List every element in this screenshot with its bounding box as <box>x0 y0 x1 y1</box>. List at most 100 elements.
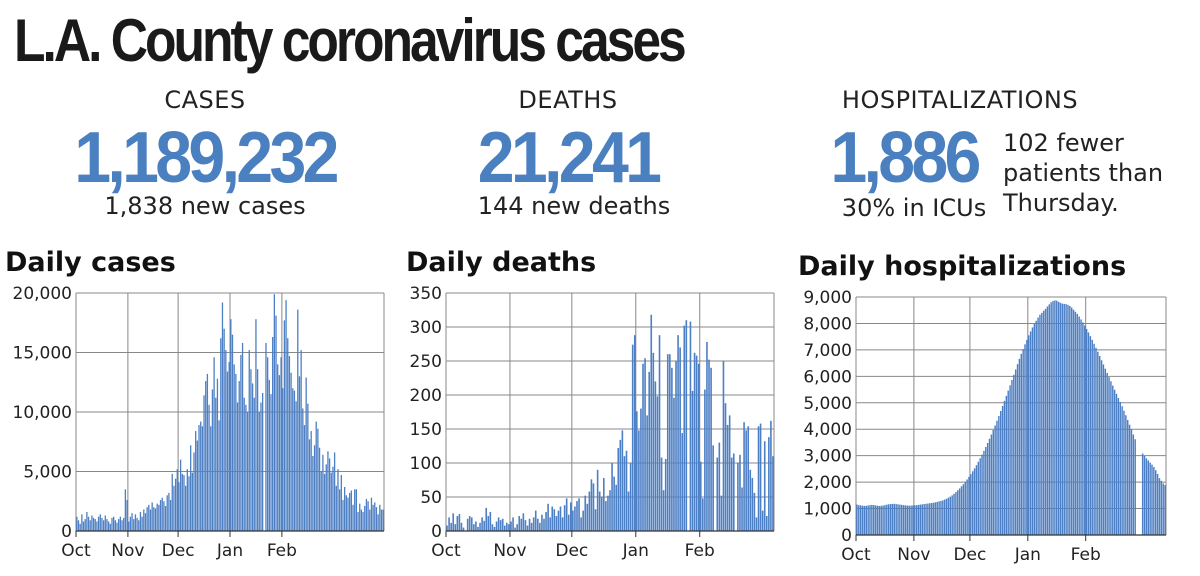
bar <box>466 518 469 531</box>
bar <box>580 517 582 531</box>
bar <box>906 505 909 535</box>
bar <box>382 509 384 531</box>
bar <box>930 503 933 535</box>
bar <box>561 517 564 531</box>
bar <box>97 516 100 531</box>
bar <box>1126 419 1129 535</box>
bar <box>722 361 725 531</box>
bar <box>220 338 222 531</box>
bar <box>1106 372 1108 535</box>
x-tick-label: Nov <box>111 541 144 561</box>
y-tick-label: 0 <box>431 522 442 542</box>
bar <box>200 421 202 531</box>
bar <box>582 510 584 531</box>
bar <box>243 397 245 531</box>
bar <box>660 457 663 531</box>
bar <box>563 505 566 531</box>
bar <box>943 499 946 535</box>
bar <box>76 516 78 531</box>
bar <box>357 511 359 531</box>
bar <box>662 490 665 531</box>
bar <box>133 519 135 531</box>
bar <box>104 515 106 531</box>
bar <box>235 373 237 531</box>
bar <box>211 389 214 531</box>
bar <box>590 479 593 531</box>
bar <box>609 490 611 531</box>
bar <box>483 520 485 531</box>
bar <box>148 504 150 531</box>
bar <box>1063 303 1065 535</box>
bar <box>317 428 319 531</box>
bar <box>927 503 929 535</box>
bar <box>897 504 899 535</box>
bar <box>1113 389 1116 535</box>
bar <box>1087 332 1090 535</box>
bar <box>158 504 160 531</box>
bar <box>530 522 533 531</box>
bar <box>887 504 890 535</box>
bar <box>178 482 180 531</box>
bar <box>543 518 545 531</box>
bar <box>119 516 122 531</box>
bar <box>598 491 601 531</box>
cases-new: 1,838 new cases <box>104 192 306 220</box>
bar <box>770 420 772 531</box>
bar <box>1145 458 1148 535</box>
bar <box>951 495 953 535</box>
bar <box>205 381 207 531</box>
y-tick-label: 9,000 <box>803 288 852 308</box>
bar <box>988 438 991 535</box>
bar <box>233 364 235 531</box>
bar <box>454 524 457 531</box>
bar <box>681 433 684 531</box>
bar <box>191 472 193 531</box>
bar <box>292 388 294 531</box>
bar <box>134 514 137 531</box>
bar <box>138 520 140 531</box>
bar <box>206 373 209 531</box>
bar <box>553 509 556 531</box>
bar <box>1048 304 1051 535</box>
bar <box>380 509 383 531</box>
x-tick-label: Oct <box>61 541 91 561</box>
bar <box>312 456 314 531</box>
bar <box>350 490 353 531</box>
bar <box>139 511 142 531</box>
bar <box>605 501 607 531</box>
bar <box>899 504 901 535</box>
bar <box>973 468 976 535</box>
bar <box>565 498 568 531</box>
bar <box>1147 460 1149 535</box>
bar <box>255 319 257 531</box>
bar <box>297 309 299 531</box>
bar <box>985 446 987 535</box>
bar <box>287 338 289 531</box>
bar <box>594 509 597 531</box>
bar <box>231 334 234 531</box>
bar <box>221 302 224 531</box>
bar <box>901 504 903 535</box>
bar <box>278 375 281 531</box>
bar <box>174 478 177 531</box>
bar <box>1039 314 1041 535</box>
bar <box>644 358 646 531</box>
y-tick-label: 5,000 <box>23 463 72 483</box>
bar <box>450 522 452 531</box>
bar <box>516 524 518 531</box>
bar <box>584 495 587 531</box>
bar <box>201 426 204 531</box>
y-tick-label: 250 <box>410 352 442 372</box>
bar <box>1056 300 1058 535</box>
bar <box>949 496 952 535</box>
y-tick-label: 20,000 <box>13 284 72 304</box>
bar <box>280 357 282 531</box>
bar <box>600 497 603 531</box>
bar <box>190 445 192 531</box>
bar <box>123 517 125 531</box>
bar <box>470 517 473 531</box>
bar <box>652 352 655 531</box>
y-tick-label: 0 <box>841 526 852 546</box>
bar <box>642 363 644 531</box>
bar <box>1093 343 1095 535</box>
